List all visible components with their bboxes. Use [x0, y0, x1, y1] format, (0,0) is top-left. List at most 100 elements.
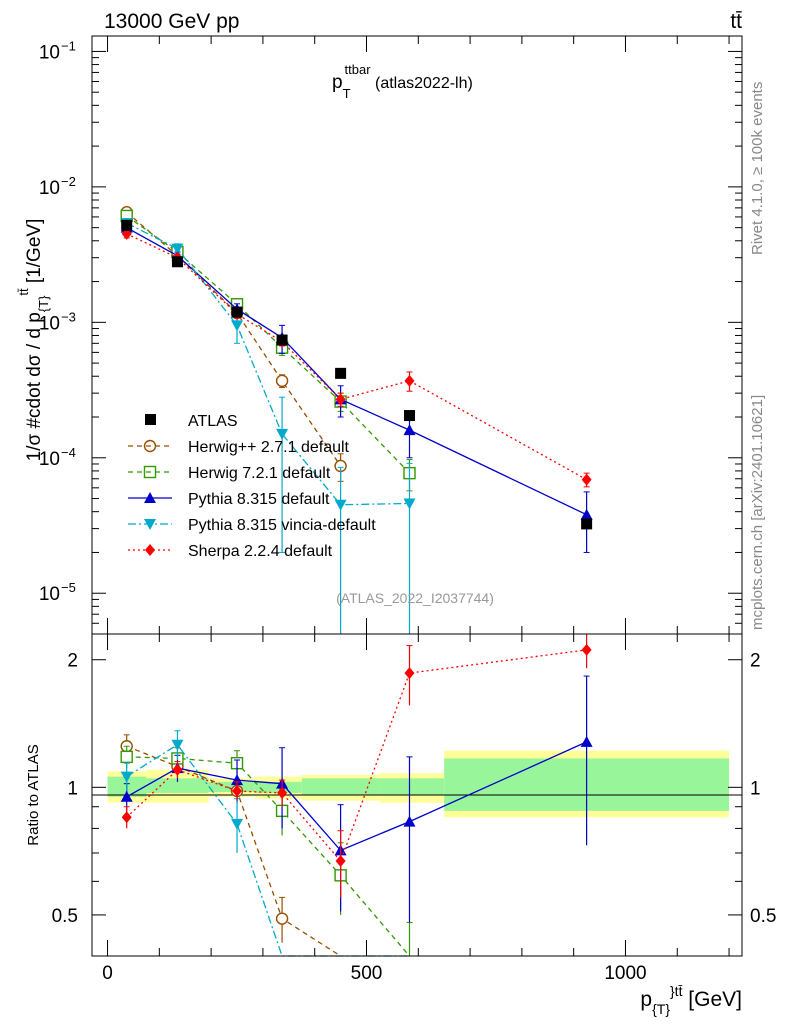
plot-title-sub: T — [343, 86, 351, 101]
series-atlas-data — [121, 219, 593, 530]
y-label-top-unit: [1/GeV] — [24, 219, 45, 289]
rivet-version-label: Rivet 4.1.0, ≥ 100k events — [749, 82, 766, 255]
y-tick-label-bottom-right: 2 — [750, 651, 761, 672]
y-label-top-sub: {T} — [36, 295, 51, 312]
ratio-point-pythia-8-315-default — [120, 790, 133, 802]
series-line-herwig-2-7-1-default — [126, 211, 342, 467]
main-panel-series — [120, 206, 593, 635]
data-point-atlas — [171, 256, 183, 268]
legend-marker-sherpa — [145, 544, 155, 556]
legend: ATLAS Herwig++ 2.7.1 default Herwig 7.2.… — [128, 413, 376, 560]
legend-marker-pythia-vincia — [144, 519, 156, 530]
ratio-point-sherpa-2-2-4-default — [232, 785, 243, 798]
data-point-pythia-8-315-vincia-default — [403, 498, 416, 510]
plot-title-suffix: (atlas2022-lh) — [371, 75, 473, 92]
ratio-point-sherpa-2-2-4-default — [335, 855, 346, 868]
ratio-point-sherpa-2-2-4-default — [172, 763, 183, 776]
ratio-series-sherpa-2-2-4-default — [121, 633, 592, 898]
process-label: tt̄ — [730, 10, 742, 33]
y-tick-label-top-base: 10 — [39, 42, 60, 63]
y-tick-label-top-exp: −1 — [61, 38, 76, 53]
series-line-herwig-7-2-1-default — [126, 215, 410, 474]
y-tick-label-bottom-left: 2 — [67, 651, 78, 672]
ratio-line-herwig-7-2-1-default — [126, 756, 410, 957]
data-point-atlas — [581, 518, 593, 530]
y-label-top-main: 1/σ #cdot dσ / d p — [24, 312, 45, 461]
plot-title: pTttbar (atlas2022-lh) — [332, 62, 473, 101]
ratio-band-inner — [379, 778, 445, 795]
ratio-point-sherpa-2-2-4-default — [404, 667, 415, 680]
data-point-atlas — [231, 306, 243, 318]
y-axis-label-bottom: Ratio to ATLAS — [25, 744, 42, 845]
x-label-main: p — [640, 988, 652, 1011]
y-tick-label-top-base: 10 — [39, 584, 60, 605]
y-tick-label-top: 10 — [39, 449, 60, 470]
series-pythia-8-315-vincia-default — [120, 218, 416, 635]
y-tick-label-top: 10 — [39, 178, 60, 199]
ratio-point-herwig-7-2-1-default — [120, 750, 133, 764]
data-point-pythia-8-315-default — [403, 424, 416, 436]
legend-label-pythia-vincia: Pythia 8.315 vincia-default — [188, 517, 376, 534]
y-tick-label-bottom-right: 1 — [750, 778, 761, 799]
ratio-panel: 0.5 0.5 1 1 2 2 Ratio to ATLAS — [25, 633, 776, 957]
x-tick-label: 1000 — [604, 963, 646, 984]
ratio-panel-series — [120, 633, 593, 957]
y-tick-label-top: 10 — [39, 584, 60, 605]
y-label-top-sup: tt̄ — [16, 288, 31, 296]
energy-label: 13000 GeV pp — [104, 10, 239, 33]
ratio-point-sherpa-2-2-4-default — [277, 786, 288, 799]
y-tick-label-top-base: 10 — [39, 313, 60, 334]
legend-marker-herwig7 — [143, 465, 157, 479]
data-point-atlas — [403, 410, 415, 422]
ratio-point-pythia-8-315-default — [580, 735, 593, 747]
data-point-sherpa-2-2-4-default — [121, 227, 132, 240]
analysis-id-label: (ATLAS_2022_I2037744) — [336, 590, 494, 606]
data-point-herwig-2-7-1-default — [275, 374, 289, 388]
x-axis-ticks: 0 500 1000 — [102, 36, 730, 984]
legend-marker-herwigpp — [143, 439, 157, 453]
ratio-point-herwig-2-7-1-default — [275, 912, 289, 925]
data-point-atlas — [121, 219, 133, 231]
x-tick-label: 0 — [102, 963, 113, 984]
ratio-point-pythia-8-315-vincia-default — [171, 739, 184, 751]
y-tick-label-bottom-right: 0.5 — [750, 906, 776, 927]
plot-title-sup: ttbar — [345, 62, 372, 77]
x-tick-label: 500 — [351, 963, 383, 984]
mcplots-source-label: mcplots.cern.ch [arXiv:2401.10621] — [749, 395, 766, 630]
data-point-atlas — [276, 334, 288, 346]
ratio-band-inner — [208, 781, 256, 792]
y-tick-label-bottom-left: 1 — [67, 778, 78, 799]
legend-label-sherpa: Sherpa 2.2.4 default — [188, 543, 333, 560]
data-point-pythia-8-315-vincia-default — [231, 320, 244, 332]
y-tick-label-top: 10 — [39, 42, 60, 63]
y-tick-label-top-exp: −5 — [61, 580, 76, 595]
legend-label-herwigpp: Herwig++ 2.7.1 default — [188, 439, 350, 456]
ratio-point-sherpa-2-2-4-default — [121, 811, 132, 824]
ratio-band-inner — [146, 778, 209, 793]
main-panel: 10−110−210−310−410−5 pTttbar (atlas2022-… — [16, 35, 743, 635]
y-tick-label-top: 10 — [39, 313, 60, 334]
x-label-unit: [GeV] — [682, 988, 742, 1011]
ratio-band-inner — [301, 778, 380, 795]
data-point-sherpa-2-2-4-default — [404, 374, 415, 387]
y-tick-label-top-base: 10 — [39, 178, 60, 199]
x-label-sub: {T} — [652, 1001, 670, 1017]
ratio-point-pythia-8-315-default — [403, 815, 416, 827]
x-axis-label: p{T}}tt̄ [GeV] — [640, 983, 742, 1017]
y-tick-label-top-exp: −3 — [61, 309, 76, 324]
data-point-pythia-8-315-vincia-default — [334, 499, 347, 511]
ratio-point-sherpa-2-2-4-default — [581, 643, 592, 656]
series-line-pythia-8-315-vincia-default — [126, 222, 410, 506]
ratio-point-pythia-8-315-vincia-default — [231, 818, 244, 830]
y-axis-label-top: 1/σ #cdot dσ / d p{T} tt̄ [1/GeV] — [16, 219, 51, 462]
data-point-pythia-8-315-vincia-default — [276, 428, 289, 440]
data-point-pythia-8-315-default — [580, 508, 593, 520]
ratio-panel-frame — [91, 633, 743, 957]
y-tick-label-bottom-left: 0.5 — [52, 906, 78, 927]
legend-label-herwig7: Herwig 7.2.1 default — [188, 465, 331, 482]
main-panel-ticks: 10−110−210−310−410−5 — [39, 38, 742, 624]
data-point-pythia-8-315-vincia-default — [171, 243, 184, 255]
plot-title-main: p — [332, 72, 343, 93]
legend-label-atlas: ATLAS — [188, 413, 238, 430]
